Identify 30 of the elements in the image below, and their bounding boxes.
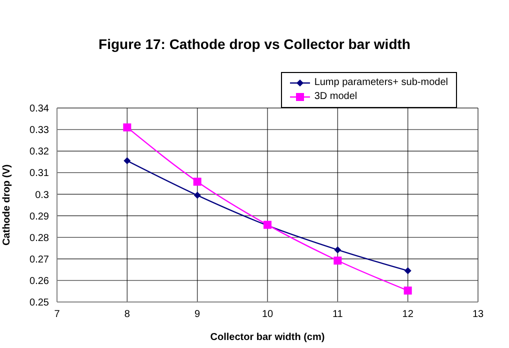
y-tick-label: 0.27 bbox=[30, 254, 50, 266]
y-tick-label: 0.33 bbox=[30, 125, 50, 136]
x-tick-label: 7 bbox=[54, 309, 60, 320]
y-axis-title: Cathode drop (V) bbox=[2, 164, 13, 246]
x-tick-label: 13 bbox=[472, 309, 484, 320]
legend-label: Lump parameters+ sub-model bbox=[314, 76, 448, 90]
chart-title: Figure 17: Cathode drop vs Collector bar width bbox=[98, 36, 412, 52]
point bbox=[404, 286, 412, 295]
x-tick-label: 8 bbox=[124, 309, 130, 320]
legend-label: 3D model bbox=[314, 90, 358, 104]
point bbox=[334, 256, 342, 265]
point bbox=[334, 246, 342, 254]
y-tick-label: 0.34 bbox=[30, 104, 50, 115]
y-tick-label: 0.3 bbox=[35, 190, 50, 201]
y-tick-label: 0.32 bbox=[30, 146, 50, 158]
point bbox=[193, 178, 202, 186]
y-tick-label: 0.28 bbox=[30, 232, 50, 244]
x-tick-label: 9 bbox=[194, 309, 201, 320]
x-axis-title: Collector bar width (cm) bbox=[210, 332, 325, 343]
point bbox=[194, 192, 201, 199]
point bbox=[404, 267, 412, 274]
y-tick-label: 0.25 bbox=[30, 298, 50, 309]
x-tick-label: 10 bbox=[262, 309, 274, 320]
y-tick-label: 0.26 bbox=[30, 276, 50, 287]
x-tick-label: 12 bbox=[402, 309, 414, 320]
y-tick-label: 0.29 bbox=[30, 211, 50, 222]
x-tick-label: 11 bbox=[332, 309, 344, 320]
point bbox=[124, 157, 131, 164]
point bbox=[123, 123, 132, 132]
y-tick-label: 0.31 bbox=[30, 168, 50, 180]
